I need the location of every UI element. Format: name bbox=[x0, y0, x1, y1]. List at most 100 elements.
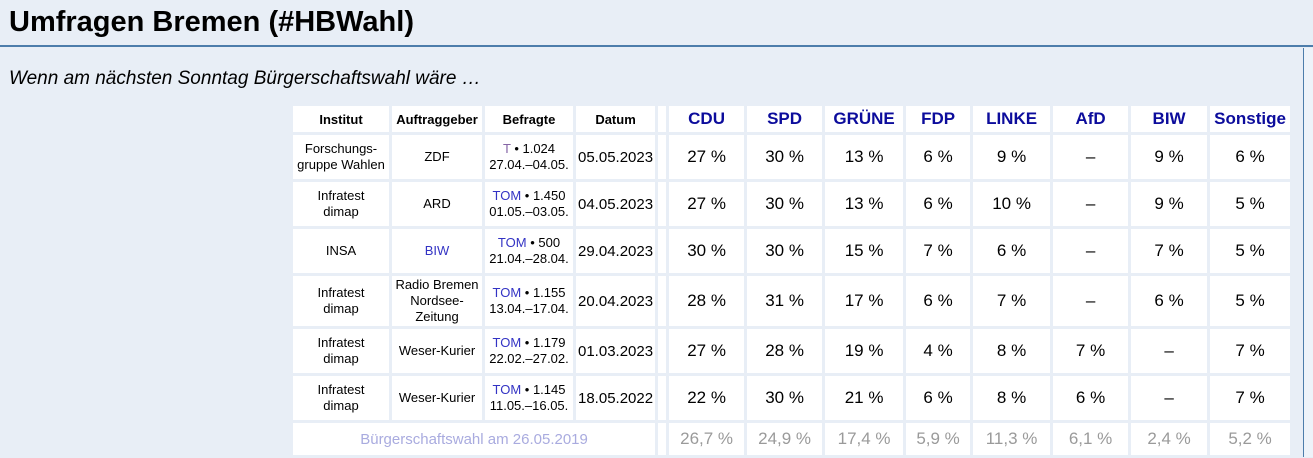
value-spd: 31 % bbox=[747, 276, 823, 326]
datum-cell: 18.05.2022 bbox=[576, 376, 656, 420]
value-spd: 30 % bbox=[747, 229, 823, 273]
result-fdp: 5,9 % bbox=[906, 423, 971, 455]
col-header-afd: AfD bbox=[1053, 106, 1129, 132]
value-spd: 30 % bbox=[747, 376, 823, 420]
datum-cell: 29.04.2023 bbox=[576, 229, 656, 273]
sample-size: • 500 bbox=[530, 235, 561, 250]
methodology-link[interactable]: TOM bbox=[492, 188, 522, 203]
result-biw: 2,4 % bbox=[1131, 423, 1208, 455]
party-link-biw[interactable]: BIW bbox=[1152, 109, 1186, 128]
auftraggeber-cell: Radio Bremen Nordsee-Zeitung bbox=[392, 276, 482, 326]
value-gruene: 19 % bbox=[825, 329, 904, 373]
value-sonstige: 5 % bbox=[1210, 229, 1291, 273]
value-sonstige: 7 % bbox=[1210, 329, 1291, 373]
party-link-sonstige[interactable]: Sonstige bbox=[1214, 109, 1286, 128]
table-row: Infratest dimap Weser-Kurier TOM • 1.179 2… bbox=[293, 329, 1291, 373]
institut-cell: Forschungs-gruppe Wahlen bbox=[293, 135, 389, 179]
spacer-cell bbox=[658, 229, 667, 273]
auftraggeber-link[interactable]: BIW bbox=[424, 243, 450, 258]
value-fdp: 6 % bbox=[906, 135, 971, 179]
institut-cell: Infratest dimap bbox=[293, 376, 389, 420]
party-link-cdu[interactable]: CDU bbox=[688, 109, 725, 128]
col-header-cdu: CDU bbox=[669, 106, 745, 132]
table-row: Infratest dimap ARD TOM • 1.450 01.05.–03.… bbox=[293, 182, 1291, 226]
methodology-link[interactable]: TOM bbox=[492, 335, 522, 350]
value-afd: – bbox=[1053, 135, 1129, 179]
value-fdp: 7 % bbox=[906, 229, 971, 273]
value-afd: 7 % bbox=[1053, 329, 1129, 373]
value-fdp: 4 % bbox=[906, 329, 971, 373]
befragte-cell: TOM • 1.450 01.05.–03.05. bbox=[485, 182, 573, 226]
value-cdu: 27 % bbox=[669, 135, 745, 179]
col-header-auftraggeber: Auftraggeber bbox=[392, 106, 482, 132]
value-linke: 6 % bbox=[973, 229, 1051, 273]
election-result-link[interactable]: Bürgerschaftswahl am 26.05.2019 bbox=[360, 430, 588, 448]
value-sonstige: 7 % bbox=[1210, 376, 1291, 420]
header-row: Institut Auftraggeber Befragte Datum CDU… bbox=[293, 106, 1291, 132]
scrollbar-track[interactable] bbox=[1303, 48, 1313, 457]
table-row: INSA BIW TOM • 500 21.04.–28.04. 29.04.20… bbox=[293, 229, 1291, 273]
party-link-linke[interactable]: LINKE bbox=[986, 109, 1038, 128]
value-gruene: 13 % bbox=[825, 182, 904, 226]
value-linke: 7 % bbox=[973, 276, 1051, 326]
methodology-link[interactable]: TOM bbox=[492, 285, 522, 300]
sample-size: • 1.145 bbox=[524, 382, 566, 397]
page-title: Umfragen Bremen (#HBWahl) bbox=[0, 0, 1313, 47]
col-header-gruene: GRÜNE bbox=[825, 106, 904, 132]
methodology-link[interactable]: TOM bbox=[492, 382, 522, 397]
value-linke: 10 % bbox=[973, 182, 1051, 226]
befragte-cell: TOM • 1.145 11.05.–16.05. bbox=[485, 376, 573, 420]
spacer-cell bbox=[658, 135, 667, 179]
institut-cell: INSA bbox=[293, 229, 389, 273]
col-header-befragte: Befragte bbox=[485, 106, 573, 132]
survey-period: 27.04.–04.05. bbox=[489, 157, 569, 172]
result-spd: 24,9 % bbox=[747, 423, 823, 455]
col-header-sonstige: Sonstige bbox=[1210, 106, 1291, 132]
methodology-link[interactable]: TOM bbox=[497, 235, 527, 250]
value-spd: 30 % bbox=[747, 182, 823, 226]
befragte-cell: TOM • 1.155 13.04.–17.04. bbox=[485, 276, 573, 326]
spacer-cell bbox=[658, 276, 667, 326]
value-cdu: 27 % bbox=[669, 329, 745, 373]
col-header-linke: LINKE bbox=[973, 106, 1051, 132]
befragte-cell: T • 1.024 27.04.–04.05. bbox=[485, 135, 573, 179]
institut-cell: Infratest dimap bbox=[293, 329, 389, 373]
value-fdp: 6 % bbox=[906, 182, 971, 226]
spacer-cell bbox=[658, 329, 667, 373]
value-linke: 9 % bbox=[973, 135, 1051, 179]
value-spd: 28 % bbox=[747, 329, 823, 373]
table-row: Forschungs-gruppe Wahlen ZDF T • 1.024 27… bbox=[293, 135, 1291, 179]
spacer-cell bbox=[658, 376, 667, 420]
result-cdu: 26,7 % bbox=[669, 423, 745, 455]
value-gruene: 13 % bbox=[825, 135, 904, 179]
value-gruene: 21 % bbox=[825, 376, 904, 420]
spacer-cell bbox=[658, 423, 667, 455]
party-link-gruene[interactable]: GRÜNE bbox=[833, 109, 895, 128]
value-afd: – bbox=[1053, 229, 1129, 273]
party-link-afd[interactable]: AfD bbox=[1075, 109, 1106, 128]
value-biw: 9 % bbox=[1131, 135, 1208, 179]
institut-cell: Infratest dimap bbox=[293, 276, 389, 326]
value-biw: 6 % bbox=[1131, 276, 1208, 326]
party-link-spd[interactable]: SPD bbox=[767, 109, 803, 128]
value-cdu: 27 % bbox=[669, 182, 745, 226]
survey-period: 11.05.–16.05. bbox=[489, 398, 569, 413]
value-linke: 8 % bbox=[973, 376, 1051, 420]
value-afd: 6 % bbox=[1053, 376, 1129, 420]
sample-size: • 1.450 bbox=[524, 188, 566, 203]
footer-row: Bürgerschaftswahl am 26.05.2019 26,7 % 2… bbox=[293, 423, 1291, 455]
sample-size: • 1.179 bbox=[524, 335, 566, 350]
election-result-label-cell: Bürgerschaftswahl am 26.05.2019 bbox=[293, 423, 656, 455]
value-gruene: 17 % bbox=[825, 276, 904, 326]
party-link-fdp[interactable]: FDP bbox=[921, 109, 956, 128]
col-header-institut: Institut bbox=[293, 106, 389, 132]
datum-cell: 01.03.2023 bbox=[576, 329, 656, 373]
result-gruene: 17,4 % bbox=[825, 423, 904, 455]
value-fdp: 6 % bbox=[906, 376, 971, 420]
value-biw: 9 % bbox=[1131, 182, 1208, 226]
spacer-header-cell bbox=[658, 106, 667, 132]
befragte-cell: TOM • 1.179 22.02.–27.02. bbox=[485, 329, 573, 373]
methodology-link[interactable]: T bbox=[502, 141, 511, 156]
value-biw: 7 % bbox=[1131, 229, 1208, 273]
value-biw: – bbox=[1131, 329, 1208, 373]
